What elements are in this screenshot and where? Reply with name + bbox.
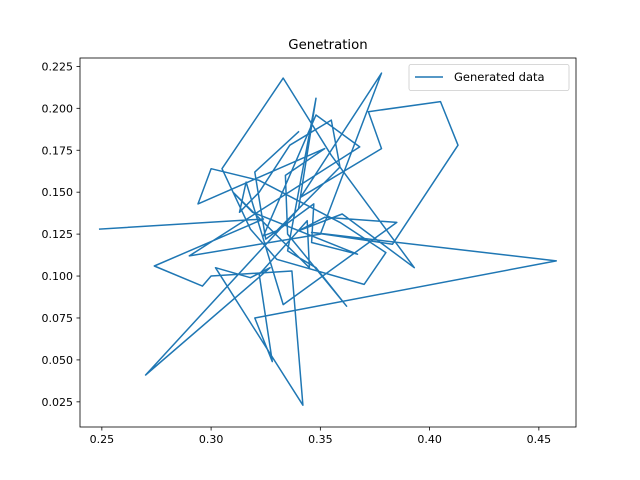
y-tick-label: 0.025	[42, 396, 74, 409]
legend-label-generated-data: Generated data	[454, 70, 545, 84]
plot-area	[98, 72, 558, 406]
y-axis-ticks: 0.025 0.050 0.075 0.100 0.125 0.150 0.175 0.200…	[42, 60, 80, 409]
legend-box	[408, 64, 570, 91]
x-axis-ticks: 0.25 0.30 0.35 0.40 0.45	[90, 427, 552, 446]
x-tick-label: 0.45	[527, 433, 552, 446]
y-tick-label: 0.200	[42, 102, 74, 115]
x-tick-label: 0.35	[308, 433, 333, 446]
y-tick-label: 0.125	[42, 228, 74, 241]
y-tick-label: 0.225	[42, 60, 74, 73]
x-tick-label: 0.30	[199, 433, 224, 446]
legend: Generated data	[408, 64, 570, 91]
y-tick-label: 0.175	[42, 144, 74, 157]
y-tick-label: 0.150	[42, 186, 74, 199]
chart-title: Genetration	[288, 38, 367, 53]
x-tick-label: 0.40	[417, 433, 442, 446]
y-tick-label: 0.100	[42, 270, 74, 283]
axes-frame	[79, 57, 577, 428]
series-line-generated-data	[98, 72, 558, 406]
y-tick-label: 0.075	[42, 312, 74, 325]
y-tick-label: 0.050	[42, 354, 74, 367]
x-tick-label: 0.25	[90, 433, 115, 446]
